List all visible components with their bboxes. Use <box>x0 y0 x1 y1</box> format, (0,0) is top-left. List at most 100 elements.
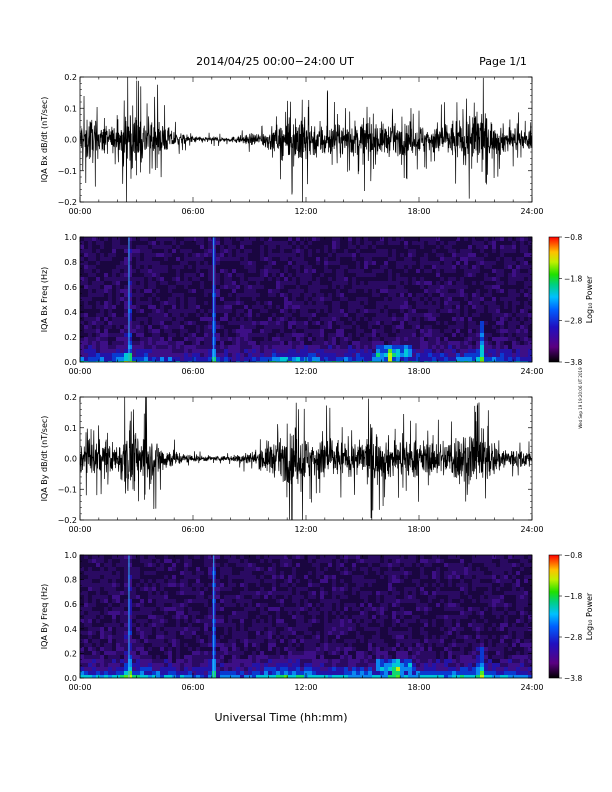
spectrogram-cell <box>416 297 420 301</box>
spectrogram-cell <box>304 667 308 671</box>
spectrogram-cell <box>132 285 136 289</box>
spectrogram-cell <box>252 237 256 241</box>
y-tick-label: −0.2 <box>58 198 77 207</box>
spectrogram-cell <box>352 647 356 651</box>
spectrogram-cell <box>196 265 200 269</box>
spectrogram-cell <box>376 639 380 643</box>
spectrogram-cell <box>376 305 380 309</box>
spectrogram-cell <box>488 357 492 361</box>
spectrogram-cell <box>128 325 132 329</box>
spectrogram-cell <box>352 639 356 643</box>
spectrogram-cell <box>472 349 476 353</box>
spectrogram-cell <box>176 663 180 667</box>
spectrogram-cell <box>224 603 228 607</box>
spectrogram-cell <box>512 261 516 265</box>
spectrogram-cell <box>420 293 424 297</box>
spectrogram-cell <box>100 333 104 337</box>
spectrogram-cell <box>168 285 172 289</box>
spectrogram-cell <box>176 345 180 349</box>
spectrogram-cell <box>488 265 492 269</box>
spectrogram-cell <box>404 655 408 659</box>
spectrogram-cell <box>116 357 120 361</box>
spectrogram-cell <box>340 349 344 353</box>
spectrogram-cell <box>464 583 468 587</box>
spectrogram-cell <box>128 643 132 647</box>
spectrogram-cell <box>180 579 184 583</box>
spectrogram-cell <box>84 265 88 269</box>
spectrogram-cell <box>508 361 512 362</box>
spectrogram-cell <box>408 643 412 647</box>
spectrogram-cell <box>280 631 284 635</box>
spectrogram-cell <box>104 273 108 277</box>
spectrogram-cell <box>132 357 136 361</box>
spectrogram-cell <box>320 297 324 301</box>
y-tick-label: 0.1 <box>64 424 77 433</box>
spectrogram-cell <box>476 667 480 671</box>
spectrogram-cell <box>432 289 436 293</box>
spectrogram-cell <box>224 361 228 362</box>
spectrogram-cell <box>304 655 308 659</box>
spectrogram-cell <box>332 313 336 317</box>
spectrogram-cell <box>328 575 332 579</box>
spectrogram-cell <box>456 635 460 639</box>
spectrogram-cell <box>192 615 196 619</box>
spectrogram-cell <box>436 261 440 265</box>
spectrogram-cell <box>292 627 296 631</box>
spectrogram-cell <box>500 313 504 317</box>
spectrogram-cell <box>176 671 180 675</box>
spectrogram-cell <box>464 361 468 362</box>
spectrogram-cell <box>344 555 348 559</box>
spectrogram-cell <box>504 357 508 361</box>
spectrogram-cell <box>168 559 172 563</box>
spectrogram-cell <box>144 245 148 249</box>
spectrogram-cell <box>508 249 512 253</box>
spectrogram-cell <box>412 345 416 349</box>
spectrogram-cell <box>160 567 164 571</box>
spectrogram-cell <box>500 655 504 659</box>
spectrogram-cell <box>488 555 492 559</box>
spectrogram-cell <box>116 583 120 587</box>
spectrogram-cell <box>404 341 408 345</box>
spectrogram-cell <box>448 603 452 607</box>
spectrogram-cell <box>280 563 284 567</box>
spectrogram-cell <box>204 357 208 361</box>
spectrogram-cell <box>168 345 172 349</box>
spectrogram-cell <box>92 583 96 587</box>
spectrogram-cell <box>296 353 300 357</box>
spectrogram-cell <box>244 345 248 349</box>
spectrogram-cell <box>432 651 436 655</box>
spectrogram-cell <box>340 281 344 285</box>
spectrogram-cell <box>200 619 204 623</box>
spectrogram-cell <box>308 619 312 623</box>
spectrogram-cell <box>524 599 528 603</box>
spectrogram-cell <box>96 269 100 273</box>
spectrogram-cell <box>380 249 384 253</box>
spectrogram-cell <box>464 353 468 357</box>
spectrogram-cell <box>516 671 520 675</box>
spectrogram-cell <box>316 353 320 357</box>
spectrogram-cell <box>140 301 144 305</box>
spectrogram-cell <box>224 257 228 261</box>
spectrogram-cell <box>100 667 104 671</box>
spectrogram-cell <box>84 583 88 587</box>
spectrogram-cell <box>348 345 352 349</box>
spectrogram-cell <box>380 305 384 309</box>
spectrogram-cell <box>272 261 276 265</box>
spectrogram-cell <box>388 305 392 309</box>
spectrogram-cell <box>448 627 452 631</box>
spectrogram-cell <box>224 249 228 253</box>
spectrogram-cell <box>324 567 328 571</box>
spectrogram-cell <box>192 631 196 635</box>
spectrogram-cell <box>248 329 252 333</box>
spectrogram-cell <box>284 663 288 667</box>
spectrogram-cell <box>324 245 328 249</box>
spectrogram-cell <box>200 265 204 269</box>
spectrogram-cell <box>244 253 248 257</box>
spectrogram-cell <box>396 671 400 675</box>
spectrogram-cell <box>192 619 196 623</box>
spectrogram-cell <box>136 245 140 249</box>
spectrogram-cell <box>196 341 200 345</box>
spectrogram-cell <box>408 265 412 269</box>
spectrogram-cell <box>240 583 244 587</box>
